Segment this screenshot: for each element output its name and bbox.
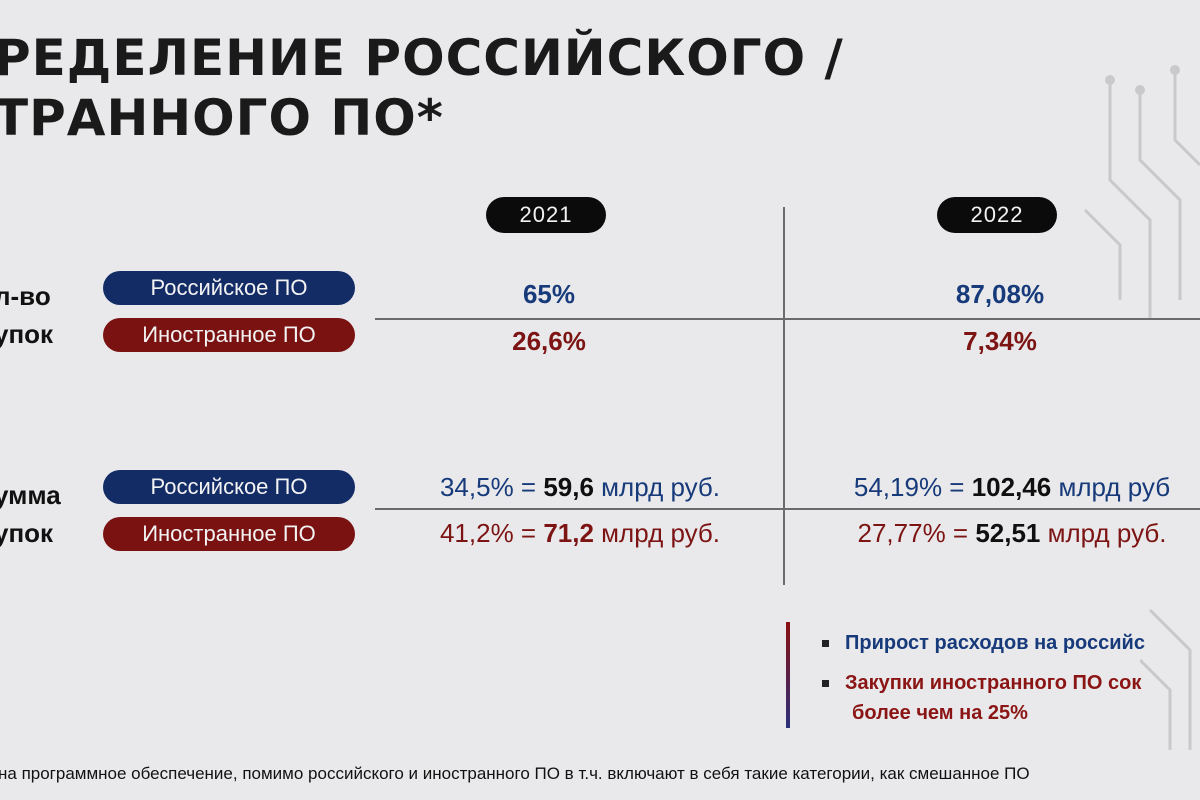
bullet-square-icon <box>822 640 829 648</box>
row-divider-count <box>375 318 1200 320</box>
bullet-item-growth: Прирост расходов на российс <box>822 632 1145 655</box>
year-2021-badge: 2021 <box>486 197 606 233</box>
russian-software-pill: Российское ПО <box>103 470 355 504</box>
bullet-item-foreign: Закупки иностранного ПО сок <box>822 672 1141 695</box>
circuit-decoration-icon <box>1140 608 1192 750</box>
sum-russian-2021: 34,5% = 59,6 млрд руб. <box>439 472 721 502</box>
sum-foreign-2021: 41,2% = 71,2 млрд руб. <box>439 518 721 548</box>
bullet-item-foreign-continued: более чем на 25% <box>852 702 1028 724</box>
title-line-2: ТРАННОГО ПО* <box>0 89 444 147</box>
foreign-software-pill: Иностранное ПО <box>103 318 355 352</box>
circuit-decoration-icon <box>1083 65 1200 320</box>
row-label-count: л-во упок <box>0 281 54 349</box>
count-russian-2022: 87,08% <box>955 279 1045 309</box>
count-foreign-2021: 26,6% <box>512 326 586 356</box>
row-label-sum: умма упок <box>0 480 61 548</box>
bullet-square-icon <box>822 680 829 688</box>
title-line-1: РЕДЕЛЕНИЕ РОССИЙСКОГО / <box>0 29 844 87</box>
sum-foreign-2022: 27,77% = 52,51 млрд руб. <box>857 518 1167 548</box>
footnote: на программное обеспечение, помимо росси… <box>0 764 1030 783</box>
page-title: РЕДЕЛЕНИЕ РОССИЙСКОГО / ТРАННОГО ПО* <box>0 28 844 148</box>
russian-software-pill: Российское ПО <box>103 271 355 305</box>
row-divider-sum <box>375 508 1200 510</box>
sum-russian-2022: 54,19% = 102,46 млрд руб <box>853 472 1171 502</box>
year-2022-badge: 2022 <box>937 197 1057 233</box>
column-divider <box>783 207 785 585</box>
foreign-software-pill: Иностранное ПО <box>103 517 355 551</box>
count-russian-2021: 65% <box>522 279 576 309</box>
count-foreign-2022: 7,34% <box>963 326 1037 356</box>
bullet-accent-bar <box>786 622 790 728</box>
